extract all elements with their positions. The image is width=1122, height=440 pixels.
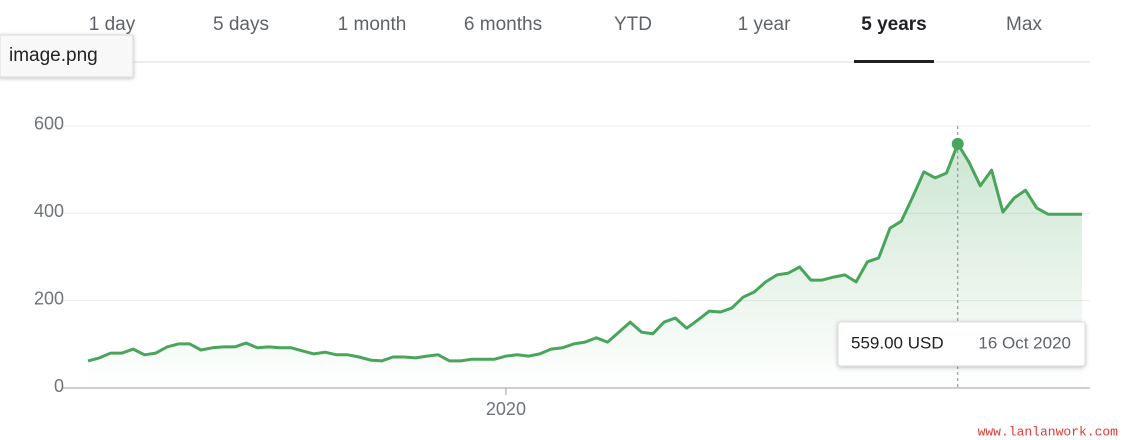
price-line (87, 142, 1082, 363)
watermark: www.lanlanwork.com (978, 424, 1119, 439)
file-label-box (0, 34, 134, 78)
tab[interactable]: YTD (614, 14, 652, 35)
highlight-point (951, 137, 964, 150)
area (88, 143, 1082, 388)
tab[interactable]: 1 day (89, 14, 136, 35)
y-tick-label: 400 (34, 201, 64, 221)
file-label-text: image.png (9, 45, 98, 66)
tab-underline (854, 60, 934, 63)
tab[interactable]: 1 month (338, 14, 407, 35)
tab-bar: 1 day 5 days 1 month 6 months YTD 1 year 5 yea… (89, 14, 1042, 63)
tab[interactable]: Max (1006, 14, 1042, 35)
tooltip-box (837, 321, 1086, 367)
tooltip: 559.00 USD 16 Oct 2020 (837, 321, 1086, 367)
y-tick-label: 0 (54, 376, 64, 396)
tab[interactable]: 1 year (738, 14, 791, 35)
tab[interactable]: 5 years (861, 14, 927, 35)
tooltip-price: 559.00 USD (851, 333, 944, 352)
x-tick-label: 2020 (486, 399, 526, 419)
tooltip-date: 16 Oct 2020 (978, 333, 1071, 352)
y-tick-label: 200 (34, 288, 64, 308)
file-label: image.png (0, 34, 134, 78)
tab[interactable]: 6 months (464, 14, 542, 35)
tab[interactable]: 5 days (213, 14, 269, 35)
y-tick-label: 600 (34, 114, 64, 134)
chart: 0 200 400 600 2020 559.00 USD 16 Oct 2020 (34, 114, 1090, 419)
